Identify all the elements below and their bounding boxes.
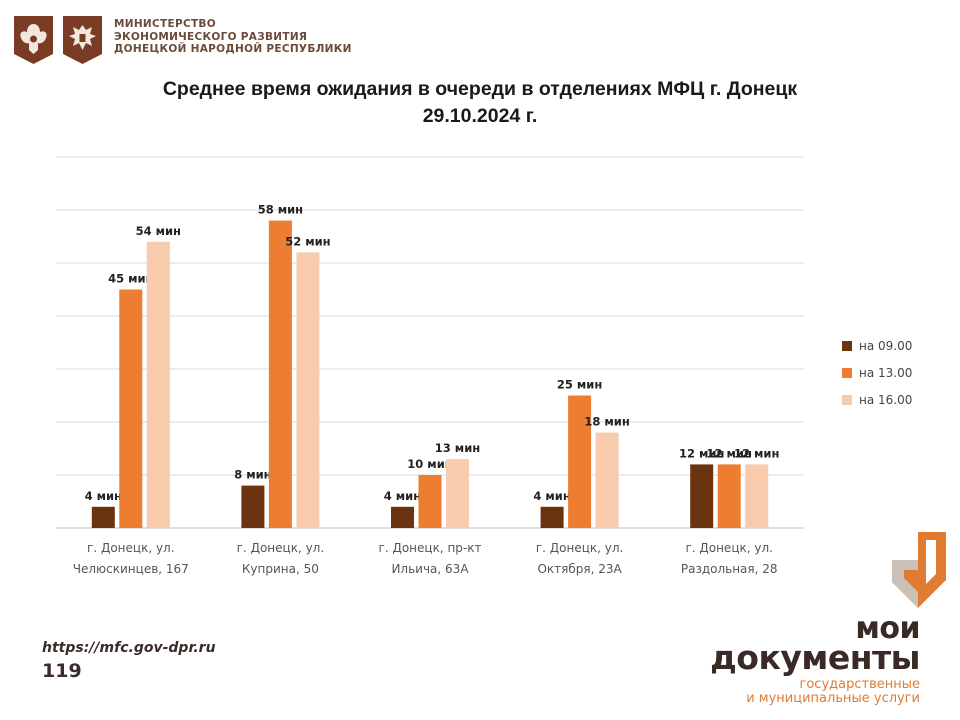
header: МИНИСТЕРСТВО ЭКОНОМИЧЕСКОГО РАЗВИТИЯ ДОН…: [12, 14, 352, 68]
bar: [296, 252, 320, 528]
legend-label-0900: на 09.00: [859, 338, 913, 353]
data-label: 12 мин: [679, 446, 724, 460]
legend-swatch-0900: [842, 340, 852, 351]
bar: [690, 464, 714, 528]
brand-tagline: государственные и муниципальные услуги: [746, 678, 920, 706]
data-label: 12 мин: [734, 446, 779, 460]
bar: [595, 432, 619, 528]
brand-line-2: документы: [710, 638, 920, 677]
page-number: 119: [42, 660, 82, 682]
data-label: 58 мин: [258, 203, 303, 217]
bar: [241, 485, 265, 528]
category-label: Ильича, 63А: [391, 562, 469, 576]
chart-title-line-1: Среднее время ожидания в очереди в отдел…: [162, 78, 798, 100]
ministry-name: МИНИСТЕРСТВО ЭКОНОМИЧЕСКОГО РАЗВИТИЯ ДОН…: [114, 18, 352, 56]
data-label: 4 мин: [85, 489, 122, 503]
category-label: г. Донецк, ул.: [536, 541, 624, 555]
website-link[interactable]: https://mfc.gov-dpr.ru: [42, 640, 216, 656]
my-documents-logo-icon: [892, 532, 946, 608]
bar: [268, 220, 292, 528]
data-label: 52 мин: [285, 234, 330, 248]
legend-swatch-1300: [842, 367, 852, 378]
bar: [146, 241, 170, 529]
legend-item-1300: на 13.00: [842, 359, 912, 386]
category-label: г. Донецк, ул.: [237, 541, 325, 555]
data-label: 8 мин: [234, 468, 271, 482]
category-label: Челюскинцев, 167: [73, 562, 189, 576]
brand-line-1: мои: [855, 611, 920, 646]
legend-label-1600: на 16.00: [859, 392, 913, 407]
bar: [745, 464, 769, 528]
data-label: 25 мин: [557, 378, 602, 392]
chart-title-line-2: 29.10.2024 г.: [422, 105, 538, 127]
bar: [391, 506, 414, 528]
bar: [119, 289, 143, 528]
brand-tagline-2: и муниципальные услуги: [746, 691, 920, 706]
dpr-emblem-icon: [63, 16, 102, 64]
bar: [91, 506, 115, 528]
data-label: 45 мин: [108, 272, 153, 286]
chart-legend: на 09.00 на 13.00 на 16.00: [842, 332, 912, 413]
bar: [540, 506, 564, 528]
data-label: 10 мин: [407, 457, 452, 471]
data-label: 18 мин: [584, 415, 629, 429]
data-label: 4 мин: [384, 489, 421, 503]
ministry-line-2: ЭКОНОМИЧЕСКОГО РАЗВИТИЯ: [114, 30, 308, 43]
data-label: 4 мин: [533, 489, 570, 503]
data-label: 54 мин: [136, 224, 181, 238]
category-label: г. Донецк, ул.: [87, 541, 175, 555]
bar: [568, 395, 592, 528]
data-label: 13 мин: [435, 441, 480, 455]
chart-title: Среднее время ожидания в очереди в отдел…: [0, 76, 960, 130]
bar: [446, 459, 469, 528]
data-label: 12 мин: [706, 446, 751, 460]
legend-item-1600: на 16.00: [842, 386, 912, 413]
brand-tagline-1: государственные: [799, 677, 920, 692]
bar: [717, 464, 741, 528]
legend-swatch-1600: [842, 394, 852, 405]
category-label: Октября, 23А: [537, 562, 622, 576]
ministry-line-1: МИНИСТЕРСТВО: [114, 18, 216, 30]
russia-emblem-icon: [14, 16, 53, 64]
category-label: г. Донецк, ул.: [685, 541, 773, 555]
category-label: Раздольная, 28: [681, 562, 778, 576]
ministry-line-3: ДОНЕЦКОЙ НАРОДНОЙ РЕСПУБЛИКИ: [114, 43, 352, 55]
legend-label-1300: на 13.00: [859, 365, 913, 380]
category-label: г. Донецк, пр-кт: [379, 541, 482, 555]
category-label: Куприна, 50: [242, 562, 319, 576]
legend-item-0900: на 09.00: [842, 332, 912, 359]
bar: [418, 475, 442, 528]
